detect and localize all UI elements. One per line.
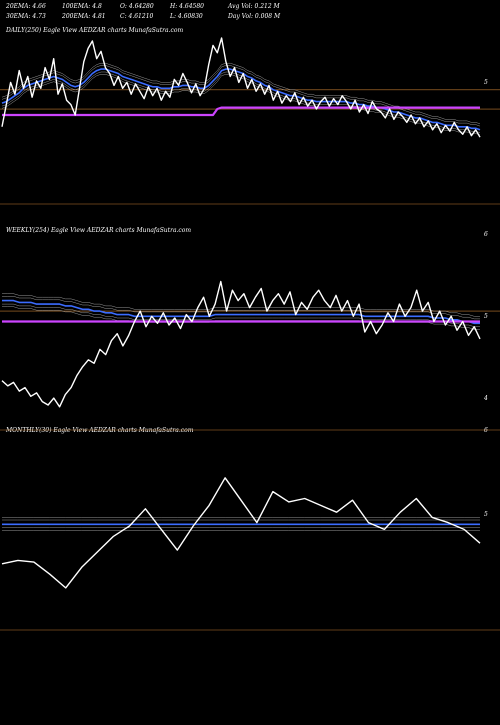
weekly-envelope-line [2, 293, 480, 317]
monthly-panel [0, 477, 500, 631]
stat-20ema: 20EMA: 4.66 [5, 3, 46, 10]
weekly-price-line [1, 280, 481, 408]
weekly-tick-6: 6 [484, 231, 488, 238]
monthly-price-line [1, 477, 481, 589]
stat-200ema: 200EMA: 4.81 [61, 13, 106, 20]
daily-tick-5: 5 [484, 79, 488, 86]
stat-open: O: 4.64280 [120, 3, 154, 10]
weekly-envelope-line [2, 296, 480, 320]
daily-envelope-line [1, 71, 481, 133]
monthly-tick-5: 5 [484, 511, 488, 518]
daily-ema-fast-line [1, 68, 481, 131]
weekly-tick-4: 4 [483, 395, 488, 402]
stat-100ema: 100EMA: 4.8 [62, 3, 102, 10]
weekly-envelope-line [2, 303, 480, 327]
daily-price-line [1, 37, 481, 138]
daily-panel [0, 37, 500, 205]
weekly-panel-title: WEEKLY(254) Eagle View AEDZAR charts Mun… [6, 227, 191, 234]
monthly-tick-6: 6 [484, 427, 488, 434]
daily-panel-title: DAILY(250) Eagle View AEDZAR charts Muna… [5, 27, 184, 34]
stat-low: L: 4.60830 [169, 13, 203, 20]
weekly-tick-5: 5 [484, 313, 488, 320]
weekly-panel [0, 280, 500, 431]
stat-30ema: 30EMA: 4.73 [6, 13, 46, 20]
daily-ema-slow-line [2, 106, 480, 117]
stat-day-vol: Day Vol: 0.008 M [227, 13, 281, 20]
stat-high: H: 4.64580 [169, 3, 204, 10]
daily-envelope-line [1, 65, 481, 127]
stat-avg-vol: Avg Vol: 0.212 M [227, 3, 281, 10]
plot-layer [0, 37, 500, 631]
weekly-ema-fast-line [2, 299, 480, 325]
stat-close: C: 4.61210 [120, 13, 154, 20]
header-stats: 20EMA: 4.66 100EMA: 4.8 O: 4.64280 H: 4.… [5, 3, 281, 20]
monthly-panel-title: MONTHLY(30) Eagle View AEDZAR charts Mun… [5, 427, 194, 434]
